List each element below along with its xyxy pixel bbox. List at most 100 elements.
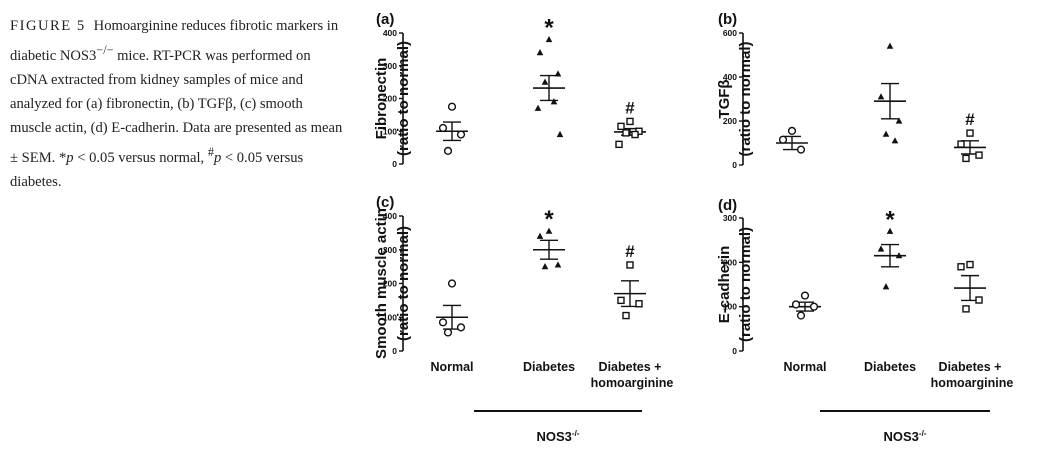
panel-2-point	[891, 137, 899, 144]
panel-2-point	[796, 145, 806, 154]
panel-4-point	[791, 300, 801, 309]
panel-4-point	[895, 252, 903, 259]
panel-1-point	[631, 130, 639, 139]
panel-2-ytick-label: 200	[723, 116, 737, 126]
panel-2-ylabel-2: (ratio to normal)	[737, 41, 754, 156]
panel-2-ytick-label: 600	[723, 28, 737, 38]
panel-1-point	[554, 70, 562, 77]
panel-4-point	[962, 305, 970, 313]
panel-3-point	[554, 261, 562, 268]
xaxis-right-tick-label: Normal	[783, 360, 826, 374]
panel-3-ytick-label: 300	[383, 245, 397, 255]
panel-4-point	[886, 227, 894, 234]
panel-3-ytick-label: 400	[383, 211, 397, 221]
panel-4-ytick-label: 300	[723, 213, 737, 223]
panel-3-label: (c)	[376, 194, 394, 211]
xaxis-right-tick-label: Diabetes	[864, 360, 916, 374]
panel-2-ylabel: TGFβ	[716, 79, 733, 118]
panel-1-point	[443, 146, 453, 156]
caption-text-4: < 0.05 versus diabetes.	[10, 149, 304, 190]
panel-1-point	[534, 104, 542, 111]
panel-4-label: (d)	[718, 197, 737, 214]
panel-3-point	[626, 261, 634, 269]
panel-1-point	[541, 78, 549, 85]
panel-3-annotation: *	[544, 206, 554, 233]
panel-2-point	[962, 154, 970, 163]
panel-3-point	[541, 263, 549, 270]
panel-4-ytick-label: 200	[723, 257, 737, 267]
panel-1-ytick-label: 200	[383, 94, 397, 104]
panel-1-label: (a)	[376, 11, 394, 28]
xaxis-right-tick-label-2: homoarginine	[931, 376, 1014, 390]
panel-4-ytick-label: 100	[723, 302, 737, 312]
panel-1-annotation: #	[625, 98, 635, 117]
panel-3-point	[443, 328, 453, 337]
panel-3-point	[456, 323, 466, 332]
panel-3-point	[635, 300, 643, 308]
xaxis-right-tick-label: Diabetes +	[939, 360, 1002, 374]
panel-3-point	[438, 318, 448, 327]
caption-text-1: Homoarginine reduces fibrotic markers in…	[10, 18, 339, 64]
panel-1-point	[545, 35, 553, 43]
panel-4-point	[975, 296, 983, 304]
panel-4-point	[957, 263, 965, 271]
panel-3-point	[622, 311, 630, 320]
panel-1-point	[622, 129, 630, 137]
xaxis-left-tick-label: Diabetes +	[599, 360, 662, 374]
panel-1-point	[447, 102, 457, 111]
panel-3-point	[617, 296, 625, 305]
panel-3-point	[545, 227, 553, 234]
panel-2-point	[957, 140, 965, 148]
panel-2-ytick-label: 400	[723, 72, 737, 82]
panel-2-point	[882, 130, 890, 137]
panel-2-point	[886, 42, 894, 49]
panel-1-ytick-label: 400	[383, 28, 397, 38]
panel-1-point	[536, 49, 544, 56]
panel-1-point	[550, 98, 558, 105]
panel-4-point	[877, 245, 885, 252]
panel-1-ylabel-2: (ratio to normal)	[395, 41, 412, 156]
panel-2-label: (b)	[718, 11, 737, 28]
panel-1-ytick-label: 300	[383, 61, 397, 71]
panel-2-point	[787, 126, 797, 135]
panel-3-point	[536, 232, 544, 239]
xaxis-left-tick-label-2: homoarginine	[591, 376, 674, 390]
panel-3-ylabel-2: (ratio to normal)	[395, 226, 412, 341]
caption-sup-2: #	[207, 144, 214, 159]
panel-4-ylabel: E-cadherin	[716, 246, 733, 324]
panel-2-point	[895, 117, 903, 124]
panel-3-point	[447, 279, 457, 288]
panel-3-ytick-label: 0	[392, 346, 397, 356]
caption-text-3: < 0.05 versus normal,	[73, 149, 208, 166]
panel-2-point	[877, 93, 885, 100]
caption-text-2: mice. RT-PCR was performed on cDNA extra…	[10, 47, 343, 166]
panel-2-ytick-label: 0	[732, 160, 737, 170]
panel-1-point	[556, 130, 564, 138]
panel-4-point	[800, 291, 810, 300]
panel-3-ylabel: Smooth muscle actin	[373, 208, 390, 359]
panel-1-point	[438, 123, 448, 133]
panel-2-annotation: #	[965, 110, 975, 129]
panel-1-point	[626, 117, 634, 126]
caption-p-1: p	[66, 149, 74, 166]
panel-2-point	[778, 135, 788, 144]
xaxis-left-genotype-label: NOS3-/-	[537, 429, 580, 444]
figure-caption: FIGURE 5 Homoarginine reduces fibrotic ma…	[10, 14, 345, 194]
panel-3-ytick-label: 100	[383, 312, 397, 322]
panel-4-annotation: *	[885, 206, 895, 233]
panel-1-ytick-label: 0	[392, 159, 397, 169]
panel-4-point	[796, 311, 806, 320]
panel-1-ylabel: Fibronectin	[373, 58, 390, 140]
panel-1-point	[456, 130, 466, 139]
panel-1-point	[617, 122, 625, 131]
panel-4-ytick-label: 0	[732, 346, 737, 356]
panel-1-annotation: *	[544, 15, 554, 42]
panel-3-annotation: #	[625, 242, 635, 261]
panel-1-ytick-label: 100	[383, 126, 397, 136]
caption-p-2: p	[213, 149, 222, 166]
xaxis-right-genotype-label: NOS3-/-	[884, 429, 927, 444]
panel-2-point	[975, 151, 983, 159]
panel-1-point	[615, 140, 623, 149]
xaxis-left-tick-label: Diabetes	[523, 360, 575, 374]
